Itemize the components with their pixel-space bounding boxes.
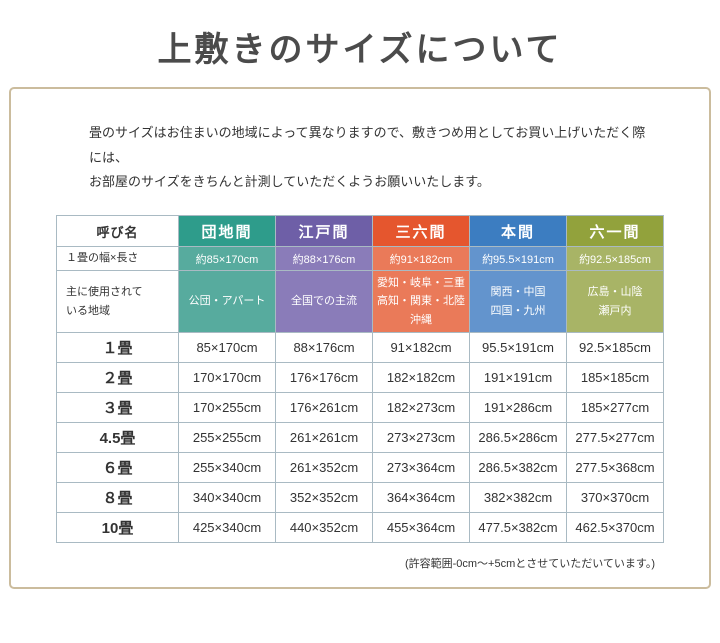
- size-cell: 286.5×382cm: [469, 452, 567, 484]
- intro-text: 畳のサイズはお住まいの地域によって異なりますので、敷きつめ用としてお買い上げいた…: [89, 121, 649, 195]
- intro-line-1: 畳のサイズはお住まいの地域によって異なりますので、敷きつめ用としてお買い上げいた…: [89, 125, 646, 165]
- size-cell: 261×352cm: [275, 452, 373, 484]
- row-header-2jo: ２畳: [56, 362, 179, 394]
- region-cell: 全国での主流: [275, 270, 373, 334]
- col-header-saburokuma: 三六間: [372, 215, 470, 248]
- size-cell: 286.5×286cm: [469, 422, 567, 454]
- row-header-8jo: ８畳: [56, 482, 179, 514]
- intro-line-2: お部屋のサイズをきちんと計測していただくようお願いいたします。: [89, 174, 490, 190]
- size-cell: 191×191cm: [469, 362, 567, 394]
- size-cell: 273×364cm: [372, 452, 470, 484]
- page-title: 上敷きのサイズについて: [157, 32, 563, 69]
- size-cell: 462.5×370cm: [566, 512, 664, 544]
- size-cell: 382×382cm: [469, 482, 567, 514]
- size-cell: 170×255cm: [178, 392, 276, 424]
- width-cell: 約85×170cm: [178, 246, 276, 272]
- region-cell: 公団・アパート: [178, 270, 276, 334]
- row-header-4-5jo: 4.5畳: [56, 422, 179, 454]
- content-frame: 畳のサイズはお住まいの地域によって異なりますので、敷きつめ用としてお買い上げいた…: [9, 87, 711, 590]
- row-header-3jo: ３畳: [56, 392, 179, 424]
- table-header-row: 呼び名 団地間 江戸間 三六間 本間 六一間: [56, 215, 664, 248]
- width-cell: 約95.5×191cm: [469, 246, 567, 272]
- size-cell: 255×340cm: [178, 452, 276, 484]
- size-cell: 352×352cm: [275, 482, 373, 514]
- row-header-1jo: １畳: [56, 332, 179, 364]
- size-row-2jo: ２畳 170×170cm 176×176cm 182×182cm 191×191…: [56, 362, 664, 394]
- width-cell: 約92.5×185cm: [566, 246, 664, 272]
- col-header-rokuichima: 六一間: [566, 215, 664, 248]
- size-cell: 261×261cm: [275, 422, 373, 454]
- size-cell: 185×277cm: [566, 392, 664, 424]
- size-cell: 182×182cm: [372, 362, 470, 394]
- size-row-10jo: 10畳 425×340cm 440×352cm 455×364cm 477.5×…: [56, 512, 664, 544]
- corner-header: 呼び名: [56, 215, 179, 248]
- size-cell: 364×364cm: [372, 482, 470, 514]
- row-header-10jo: 10畳: [56, 512, 179, 544]
- size-cell: 477.5×382cm: [469, 512, 567, 544]
- size-cell: 191×286cm: [469, 392, 567, 424]
- size-cell: 170×170cm: [178, 362, 276, 394]
- col-header-honma: 本間: [469, 215, 567, 248]
- size-cell: 88×176cm: [275, 332, 373, 364]
- size-cell: 176×176cm: [275, 362, 373, 394]
- tatami-size-table: 呼び名 団地間 江戸間 三六間 本間 六一間 １畳の幅×長さ 約85×170cm…: [56, 215, 664, 544]
- row-header-width-length: １畳の幅×長さ: [56, 246, 179, 272]
- region-cell: 関西・中国 四国・九州: [469, 270, 567, 334]
- size-cell: 425×340cm: [178, 512, 276, 544]
- size-cell: 255×255cm: [178, 422, 276, 454]
- size-cell: 185×185cm: [566, 362, 664, 394]
- size-cell: 182×273cm: [372, 392, 470, 424]
- row-header-6jo: ６畳: [56, 452, 179, 484]
- row-header-region: 主に使用されて いる地域: [56, 270, 179, 334]
- region-row: 主に使用されて いる地域 公団・アパート 全国での主流 愛知・岐阜・三重 高知・…: [56, 270, 664, 334]
- size-row-6jo: ６畳 255×340cm 261×352cm 273×364cm 286.5×3…: [56, 452, 664, 484]
- size-cell: 95.5×191cm: [469, 332, 567, 364]
- size-cell: 85×170cm: [178, 332, 276, 364]
- size-cell: 455×364cm: [372, 512, 470, 544]
- size-cell: 277.5×277cm: [566, 422, 664, 454]
- size-row-4-5jo: 4.5畳 255×255cm 261×261cm 273×273cm 286.5…: [56, 422, 664, 454]
- col-header-danchima: 団地間: [178, 215, 276, 248]
- size-cell: 370×370cm: [566, 482, 664, 514]
- width-cell: 約88×176cm: [275, 246, 373, 272]
- width-cell: 約91×182cm: [372, 246, 470, 272]
- col-header-edoma: 江戸間: [275, 215, 373, 248]
- size-cell: 273×273cm: [372, 422, 470, 454]
- size-cell: 92.5×185cm: [566, 332, 664, 364]
- size-cell: 277.5×368cm: [566, 452, 664, 484]
- size-cell: 176×261cm: [275, 392, 373, 424]
- size-cell: 91×182cm: [372, 332, 470, 364]
- width-length-row: １畳の幅×長さ 約85×170cm 約88×176cm 約91×182cm 約9…: [56, 246, 664, 272]
- size-row-1jo: １畳 85×170cm 88×176cm 91×182cm 95.5×191cm…: [56, 332, 664, 364]
- region-cell: 広島・山陰 瀬戸内: [566, 270, 664, 334]
- size-cell: 340×340cm: [178, 482, 276, 514]
- size-row-3jo: ３畳 170×255cm 176×261cm 182×273cm 191×286…: [56, 392, 664, 424]
- size-row-8jo: ８畳 340×340cm 352×352cm 364×364cm 382×382…: [56, 482, 664, 514]
- tolerance-note: (許容範囲-0cm〜+5cmとさせていただいています。): [404, 558, 655, 571]
- region-cell: 愛知・岐阜・三重 高知・関東・北陸 沖縄: [372, 270, 470, 334]
- size-cell: 440×352cm: [275, 512, 373, 544]
